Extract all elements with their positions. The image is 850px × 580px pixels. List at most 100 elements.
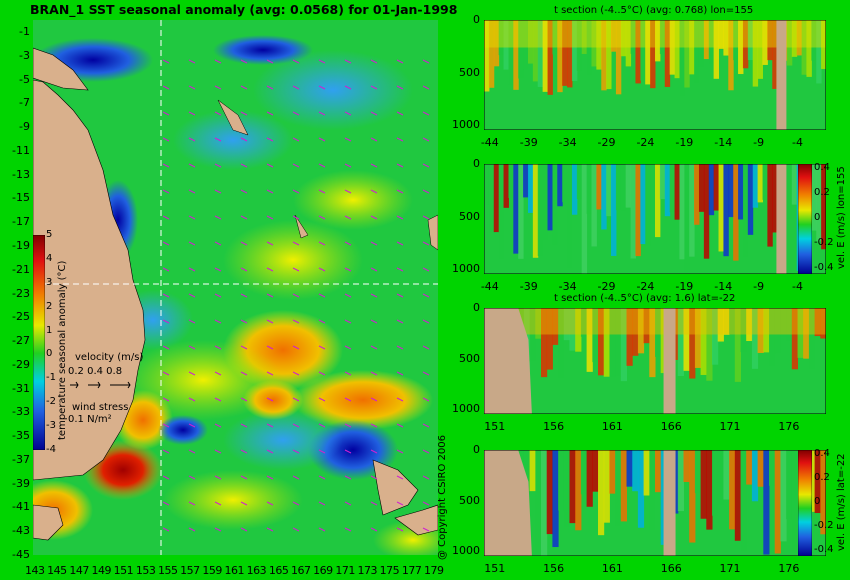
wind-arrow	[370, 137, 378, 142]
anomaly-blob	[158, 415, 208, 445]
section-column	[637, 308, 645, 354]
wind-arrow	[292, 527, 300, 532]
section-y-tick: 500	[459, 209, 480, 223]
section-y-tick: 500	[459, 351, 480, 365]
section-x-tick: -34	[558, 136, 577, 149]
wind-arrow	[344, 85, 352, 90]
lon-tick-label: 161	[224, 564, 245, 577]
land-mask	[663, 450, 676, 556]
wind-arrow	[162, 501, 170, 506]
wind-arrow	[214, 345, 222, 350]
anomaly-blob	[223, 410, 343, 470]
wind-arrow	[240, 215, 248, 220]
lon-tick-label: 165	[268, 564, 289, 577]
wind-arrow	[318, 371, 326, 376]
wind-arrow	[240, 397, 248, 402]
wind-arrow	[266, 397, 274, 402]
wind-arrow	[370, 163, 378, 168]
section-column	[596, 164, 602, 210]
section-column	[757, 20, 763, 79]
wind-arrow	[240, 189, 248, 194]
wind-arrow	[162, 111, 170, 116]
wind-arrow	[266, 371, 274, 376]
wind-arrow	[422, 137, 430, 142]
wind-arrow	[162, 319, 170, 324]
wind-arrow	[162, 345, 170, 350]
section-column	[742, 164, 749, 258]
section-column	[586, 450, 593, 507]
section-column	[591, 164, 597, 247]
section-column	[650, 164, 656, 224]
wind-arrow	[318, 527, 326, 532]
anomaly-blob	[243, 380, 303, 420]
wind-arrow	[396, 449, 404, 454]
section-column	[615, 450, 622, 526]
wind-arrow	[162, 137, 170, 142]
lat-tick-label: -45	[12, 548, 30, 561]
lon-tick-label: 155	[158, 564, 178, 577]
section-column	[580, 308, 588, 337]
section-column	[816, 164, 822, 242]
section-column	[700, 450, 707, 519]
section-column	[563, 308, 570, 341]
section-x-tick: -44	[480, 136, 499, 149]
wind-arrow	[240, 59, 248, 64]
section-heatmap	[484, 20, 826, 130]
wind-arrow	[240, 449, 248, 454]
velocity-colorbar-tick: -0.4	[814, 262, 834, 273]
wind-arrow	[266, 527, 274, 532]
section-x-tick: 176	[778, 562, 800, 575]
section-column	[700, 308, 707, 375]
section-column	[586, 20, 592, 75]
lon-tick-label: 151	[113, 564, 134, 577]
section-column	[498, 164, 505, 260]
lat-tick-label: -23	[12, 286, 30, 300]
section-column	[655, 20, 661, 62]
section-column	[683, 308, 690, 371]
wind-arrow	[266, 59, 274, 64]
section-column	[552, 20, 558, 55]
section-x-tick: -14	[714, 136, 733, 149]
wind-arrow	[370, 59, 378, 64]
section-column	[655, 308, 662, 357]
wind-arrow	[344, 189, 352, 194]
section-column	[626, 450, 633, 487]
section-column	[717, 308, 724, 342]
wind-arrow	[292, 449, 300, 454]
section-column	[620, 308, 627, 382]
section-column	[706, 450, 713, 530]
section-column	[689, 450, 696, 543]
section-column	[580, 450, 588, 495]
section-column	[532, 20, 539, 82]
section-column	[552, 308, 559, 345]
wind-arrow	[214, 449, 222, 454]
wind-arrow	[422, 449, 430, 454]
wind-arrow	[188, 475, 196, 480]
wind-arrow	[344, 527, 352, 532]
section-column	[734, 308, 741, 382]
section-column	[598, 450, 605, 536]
velocity-colorbar-label: vel. E (m/s) lon=155	[836, 166, 847, 269]
lat-tick-label: -9	[19, 120, 30, 134]
map-colorbar	[33, 235, 45, 450]
anomaly-blob	[293, 370, 433, 430]
section-column	[523, 450, 531, 494]
section-column	[816, 20, 822, 84]
wind-arrow	[214, 111, 222, 116]
wind-arrow	[396, 319, 404, 324]
section-column	[576, 164, 583, 200]
wind-arrow	[188, 449, 196, 454]
velocity-legend-label: velocity (m/s)	[75, 352, 144, 363]
wind-arrow	[318, 59, 326, 64]
wind-arrow	[344, 397, 352, 402]
section-column	[542, 164, 549, 240]
section-column	[537, 164, 544, 257]
section-x-tick: 171	[719, 562, 741, 575]
surface-layer	[484, 20, 826, 48]
section-column	[791, 164, 798, 205]
section-column	[757, 308, 764, 353]
section-title: t section (-4..5°C) (avg: 0.768) lon=155	[554, 5, 754, 16]
section-x-tick: -24	[636, 136, 655, 149]
wind-arrow	[422, 85, 430, 90]
wind-arrow	[240, 527, 248, 532]
